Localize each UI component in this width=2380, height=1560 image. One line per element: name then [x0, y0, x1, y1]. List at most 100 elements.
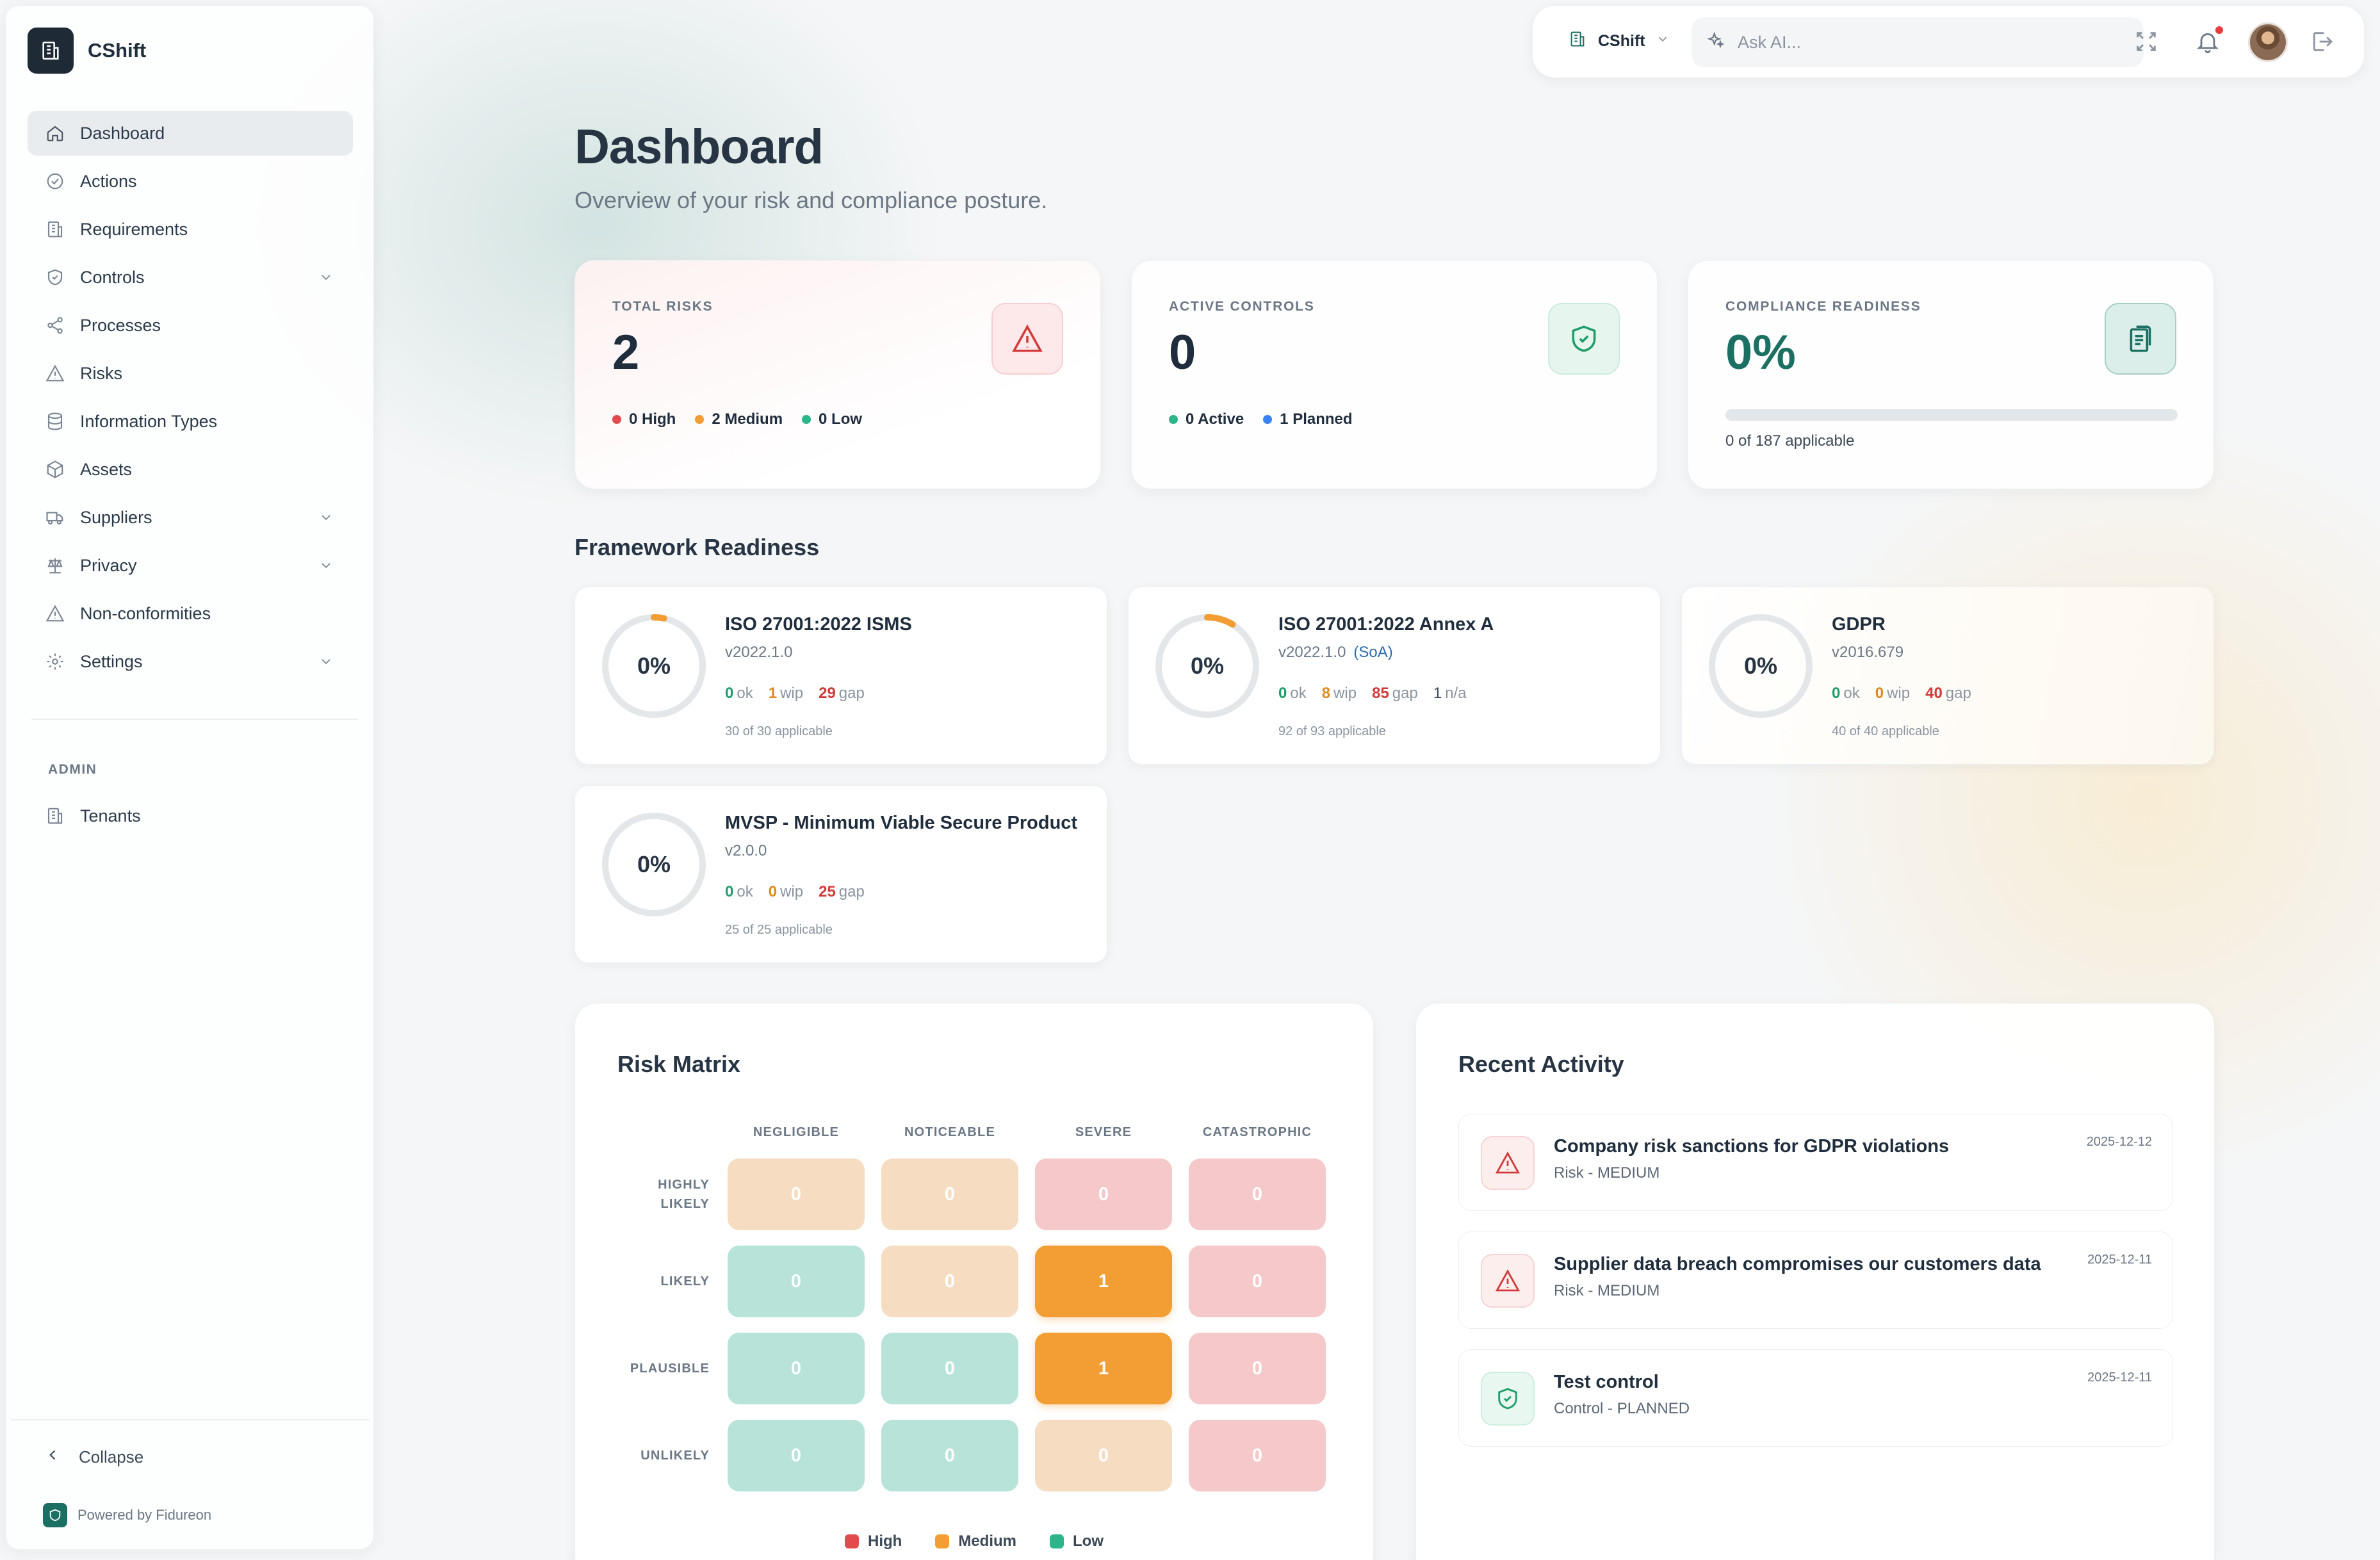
sidebar-item-requirements[interactable]: Requirements	[28, 207, 353, 252]
matrix-cell[interactable]: 0	[728, 1246, 865, 1317]
legend-high-label: High	[868, 1532, 902, 1550]
chevron-down-icon[interactable]	[318, 270, 334, 289]
matrix-cell[interactable]: 0	[728, 1420, 865, 1491]
logout-icon[interactable]	[2309, 29, 2335, 58]
stat-wip-label: wip	[1333, 685, 1357, 702]
matrix-cell[interactable]: 0	[881, 1333, 1018, 1404]
matrix-row-header: HIGHLY LIKELY	[658, 1178, 710, 1211]
stat-label: COMPLIANCE READINESS	[1725, 299, 1921, 314]
sidebar-item-privacy[interactable]: Privacy	[28, 543, 353, 588]
legend-planned: 1 Planned	[1263, 410, 1353, 428]
activity-title: Test control	[1554, 1372, 1659, 1392]
sidebar-item-processes[interactable]: Processes	[28, 303, 353, 348]
sidebar-item-label: Risks	[80, 363, 122, 383]
sidebar-item-settings[interactable]: Settings	[28, 639, 353, 684]
stat-gap-count: 25	[819, 883, 836, 900]
matrix-cell[interactable]: 0	[1035, 1420, 1172, 1491]
stat-wip-label: wip	[780, 685, 804, 702]
stat-gap: 40 gap	[1925, 685, 1971, 703]
framework-card-iso-isms[interactable]: 0% ISO 27001:2022 ISMS v2022.1.0 0 ok 1 wip 29 g…	[575, 587, 1107, 765]
matrix-cell[interactable]: 0	[1035, 1158, 1172, 1230]
matrix-cell[interactable]: 0	[728, 1333, 865, 1404]
building-icon	[44, 805, 66, 827]
chevron-down-icon[interactable]	[318, 558, 334, 578]
sidebar-item-label: Settings	[80, 651, 143, 671]
matrix-cell[interactable]: 0	[881, 1420, 1018, 1491]
risk-matrix-title: Risk Matrix	[617, 1051, 741, 1077]
sidebar-item-non-conformities[interactable]: Non-conformities	[28, 591, 353, 636]
compliance-readiness-card[interactable]: COMPLIANCE READINESS 0% 0 of 187 applica…	[1688, 260, 2214, 489]
sidebar-item-tenants[interactable]: Tenants	[28, 793, 353, 838]
stat-label: ACTIVE CONTROLS	[1169, 299, 1315, 314]
truck-icon	[44, 507, 66, 528]
matrix-cell[interactable]: 0	[881, 1158, 1018, 1230]
chevron-down-icon[interactable]	[318, 510, 334, 530]
stat-ok: 0 ok	[1278, 685, 1307, 703]
collapse-button[interactable]: Collapse	[44, 1447, 143, 1468]
activity-date: 2025-12-11	[2087, 1370, 2152, 1385]
stat-ok: 0 ok	[1832, 685, 1860, 703]
stat-wip-count: 1	[768, 685, 778, 702]
matrix-row-header: PLAUSIBLE	[630, 1361, 710, 1376]
matrix-cell[interactable]: 1	[1035, 1333, 1172, 1404]
framework-card-mvsp[interactable]: 0% MVSP - Minimum Viable Secure Product v2…	[575, 785, 1107, 963]
matrix-cell[interactable]: 0	[1189, 1246, 1326, 1317]
stat-na-count: 1	[1433, 685, 1442, 702]
topbar: CShift Ask AI...	[1532, 5, 2365, 78]
soa-link[interactable]: (SoA)	[1353, 644, 1393, 661]
sidebar-item-label: Processes	[80, 315, 161, 335]
stat-ok-count: 0	[1832, 685, 1841, 702]
total-risks-card[interactable]: TOTAL RISKS 2 0 High 2 Medium 0 Low	[575, 260, 1101, 489]
matrix-cell[interactable]: 1	[1035, 1246, 1172, 1317]
active-controls-card[interactable]: ACTIVE CONTROLS 0 0 Active 1 Planned	[1131, 260, 1658, 489]
matrix-column-header: SEVERE	[1075, 1125, 1132, 1139]
sidebar-item-assets[interactable]: Assets	[28, 447, 353, 492]
sidebar-item-label: Non-conformities	[80, 603, 211, 623]
matrix-cell[interactable]: 0	[728, 1158, 865, 1230]
sidebar-item-information-types[interactable]: Information Types	[28, 399, 353, 444]
avatar[interactable]	[2248, 22, 2288, 62]
framework-applicable: 92 of 93 applicable	[1278, 724, 1386, 738]
sidebar-item-dashboard[interactable]: Dashboard	[28, 111, 353, 156]
legend-low: 0 Low	[802, 410, 862, 428]
matrix-cell[interactable]: 0	[1189, 1158, 1326, 1230]
activity-item[interactable]: Supplier data breach compromises our cus…	[1458, 1231, 2173, 1329]
framework-name: ISO 27001:2022 Annex A	[1278, 614, 1494, 635]
brand[interactable]: CShift	[28, 28, 146, 74]
framework-card-gdpr[interactable]: 0% GDPR v2016.679 0 ok 0 wip 40 gap 40 of 40 appl…	[1681, 587, 2214, 765]
matrix-cell[interactable]: 0	[881, 1246, 1018, 1317]
bell-icon[interactable]	[2195, 26, 2223, 58]
readiness-ring	[1709, 614, 1813, 718]
framework-readiness-title: Framework Readiness	[575, 534, 820, 560]
ask-ai-input[interactable]: Ask AI...	[1691, 17, 2144, 67]
chevron-down-icon[interactable]	[318, 654, 334, 674]
sidebar-item-label: Controls	[80, 267, 145, 287]
compliance-progress-bar	[1725, 409, 2178, 421]
chevron-down-icon	[1656, 32, 1670, 51]
share-icon	[44, 314, 66, 336]
sidebar-item-controls[interactable]: Controls	[28, 255, 353, 300]
legend-medium: Medium	[935, 1532, 1016, 1550]
readiness-percent: 0%	[1190, 653, 1225, 679]
stat-na-label: n/a	[1445, 685, 1467, 702]
activity-item[interactable]: Company risk sanctions for GDPR violatio…	[1458, 1114, 2173, 1211]
page-subtitle: Overview of your risk and compliance pos…	[575, 187, 1048, 213]
recent-activity-title: Recent Activity	[1458, 1051, 1624, 1077]
sidebar-item-actions[interactable]: Actions	[28, 159, 353, 204]
tenant-switcher[interactable]: CShift	[1569, 30, 1670, 53]
controls-breakdown: 0 Active 1 Planned	[1169, 410, 1372, 428]
framework-stats: 0 ok 0 wip 40 gap	[1832, 685, 1987, 703]
sidebar-item-risks[interactable]: Risks	[28, 351, 353, 396]
sidebar-item-label: Suppliers	[80, 507, 152, 527]
matrix-row-header: UNLIKELY	[640, 1449, 710, 1463]
framework-version-text: v2.0.0	[725, 842, 767, 859]
framework-version-text: v2016.679	[1832, 644, 1904, 661]
fullscreen-icon[interactable]	[2133, 29, 2159, 58]
matrix-cell[interactable]: 0	[1189, 1333, 1326, 1404]
activity-item[interactable]: Test control Control - PLANNED 2025-12-11	[1458, 1349, 2173, 1447]
stat-ok-label: ok	[1290, 685, 1307, 702]
framework-card-iso-annex-a[interactable]: 0% ISO 27001:2022 Annex A v2022.1.0 (SoA) 0 o…	[1128, 587, 1661, 765]
sidebar-item-suppliers[interactable]: Suppliers	[28, 495, 353, 540]
stat-gap-count: 40	[1925, 685, 1943, 702]
matrix-cell[interactable]: 0	[1189, 1420, 1326, 1491]
